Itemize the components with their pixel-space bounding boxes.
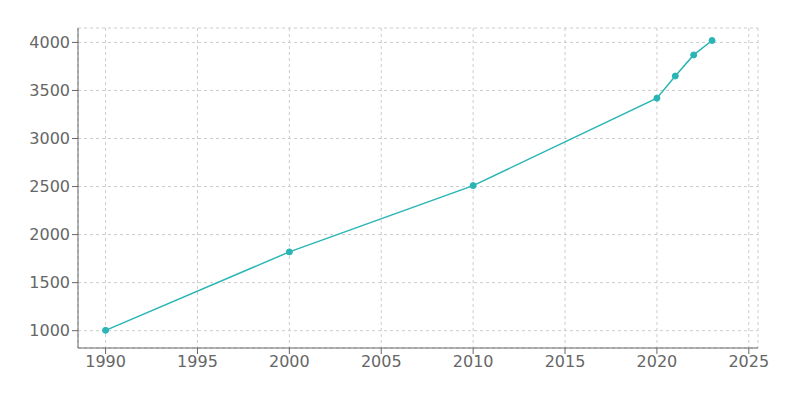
svg-text:2000: 2000 (269, 352, 310, 371)
svg-text:2020: 2020 (637, 352, 678, 371)
svg-text:1000: 1000 (29, 321, 70, 340)
svg-text:1995: 1995 (177, 352, 218, 371)
svg-text:3500: 3500 (29, 81, 70, 100)
svg-text:2005: 2005 (361, 352, 402, 371)
svg-text:4000: 4000 (29, 33, 70, 52)
svg-text:3000: 3000 (29, 129, 70, 148)
svg-text:2000: 2000 (29, 225, 70, 244)
svg-text:2015: 2015 (545, 352, 586, 371)
svg-text:1500: 1500 (29, 273, 70, 292)
svg-text:2025: 2025 (728, 352, 769, 371)
svg-text:2010: 2010 (453, 352, 494, 371)
svg-text:2500: 2500 (29, 177, 70, 196)
svg-text:1990: 1990 (85, 352, 126, 371)
